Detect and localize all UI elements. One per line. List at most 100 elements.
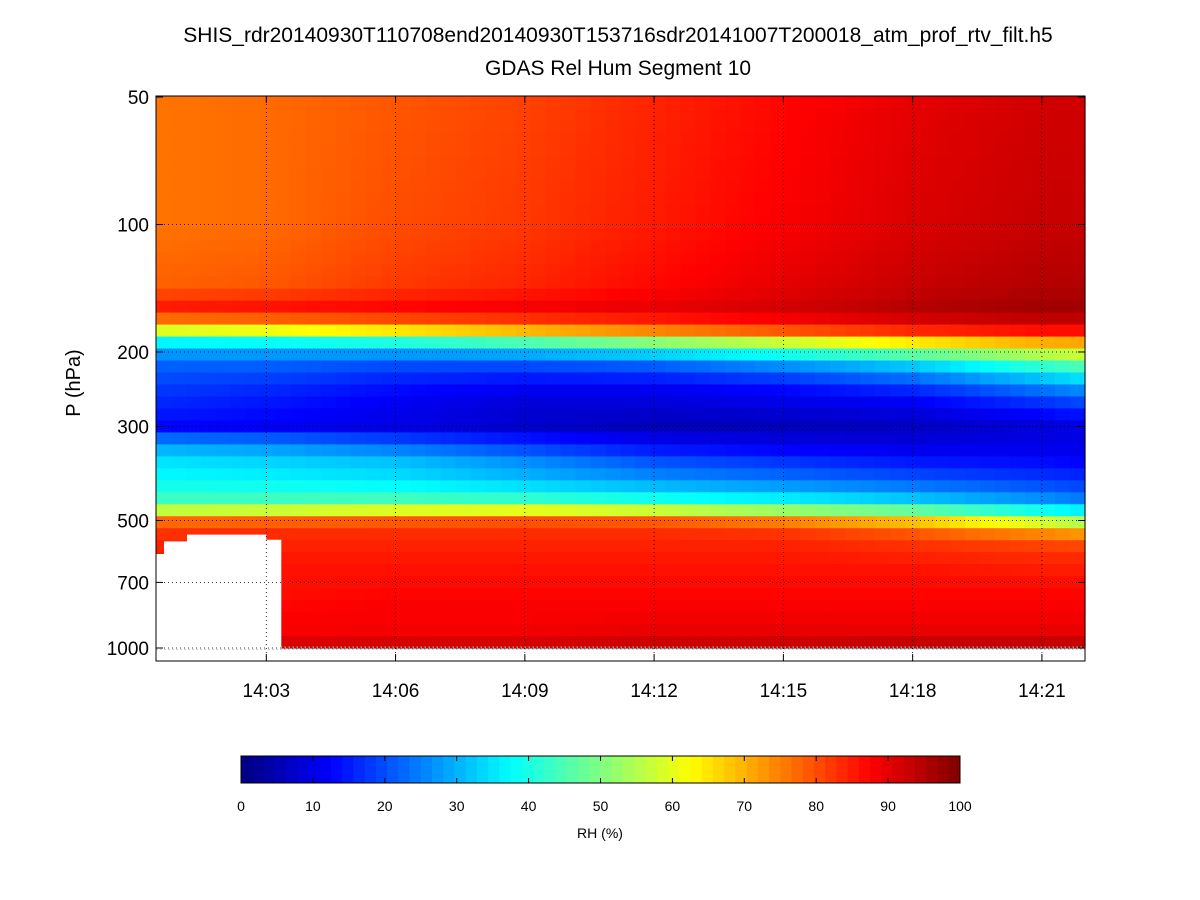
- heatmap-cell: [395, 216, 412, 230]
- heatmap-cell: [500, 360, 517, 374]
- heatmap-cell: [1010, 576, 1026, 589]
- heatmap-cell: [365, 132, 382, 146]
- heatmap-cell: [350, 288, 367, 302]
- colorbar-swatch: [342, 756, 354, 783]
- heatmap-cell: [875, 612, 891, 625]
- heatmap-cell: [230, 492, 247, 505]
- heatmap-cell: [380, 396, 397, 410]
- heatmap-cell: [275, 336, 292, 350]
- heatmap-cell: [1070, 504, 1086, 517]
- heatmap-cell: [1040, 156, 1056, 170]
- heatmap-cell: [1070, 564, 1086, 577]
- heatmap-cell: [485, 168, 502, 182]
- heatmap-cell: [635, 408, 652, 422]
- heatmap-cell: [320, 492, 337, 505]
- heatmap-cell: [620, 552, 637, 565]
- y-tick-label: 200: [117, 343, 149, 364]
- heatmap-cell: [845, 432, 861, 445]
- heatmap-cell: [890, 480, 906, 493]
- heatmap-cell: [260, 396, 277, 410]
- heatmap-cell: [1010, 288, 1026, 302]
- heatmap-cell: [995, 576, 1011, 589]
- heatmap-cell: [710, 240, 726, 254]
- heatmap-cell: [410, 516, 427, 529]
- heatmap-cell: [800, 300, 816, 314]
- heatmap-cell: [590, 420, 607, 433]
- heatmap-cell: [650, 360, 667, 374]
- heatmap-cell: [605, 612, 622, 625]
- heatmap-cell: [410, 528, 427, 541]
- colorbar-swatch: [364, 756, 377, 783]
- heatmap-cell: [740, 336, 756, 350]
- heatmap-cell: [845, 264, 861, 278]
- heatmap-cell: [1040, 528, 1056, 541]
- heatmap-cell: [185, 216, 202, 230]
- heatmap-cell: [575, 336, 592, 350]
- heatmap-cell: [710, 372, 726, 386]
- heatmap-cell: [380, 588, 397, 601]
- heatmap-cell: [200, 204, 217, 218]
- heatmap-cell: [935, 408, 951, 422]
- heatmap-cell: [1070, 180, 1086, 194]
- heatmap-cell: [290, 372, 307, 386]
- heatmap-cell: [1055, 132, 1071, 146]
- heatmap-cell: [425, 132, 442, 146]
- heatmap-cell: [290, 456, 307, 469]
- heatmap-cell: [785, 468, 801, 481]
- heatmap-cell: [740, 264, 756, 278]
- heatmap-cell: [620, 372, 637, 386]
- heatmap-cell: [680, 636, 697, 649]
- heatmap-cell: [575, 276, 592, 290]
- heatmap-cell: [455, 360, 472, 374]
- heatmap-cell: [650, 432, 667, 445]
- heatmap-cell: [156, 252, 172, 266]
- heatmap-cell: [800, 324, 816, 338]
- heatmap-cell: [440, 564, 457, 577]
- heatmap-cell: [365, 216, 382, 230]
- heatmap-cell: [425, 612, 442, 625]
- heatmap-cell: [575, 588, 592, 601]
- heatmap-cell: [275, 384, 292, 398]
- heatmap-cell: [695, 324, 711, 338]
- heatmap-cell: [215, 336, 232, 350]
- heatmap-cell: [530, 96, 547, 110]
- heatmap-cell: [845, 168, 861, 182]
- heatmap-cell: [995, 504, 1011, 517]
- heatmap-cell: [215, 204, 232, 218]
- heatmap-cell: [470, 204, 487, 218]
- heatmap-cell: [995, 480, 1011, 493]
- heatmap-cell: [290, 120, 307, 134]
- heatmap-cell: [1070, 216, 1086, 230]
- heatmap-cell: [605, 192, 622, 206]
- heatmap-cell: [725, 288, 741, 302]
- heatmap-cell: [620, 588, 637, 601]
- heatmap-cell: [425, 300, 442, 314]
- heatmap-cell: [1040, 240, 1056, 254]
- missing-data-region: [156, 534, 282, 649]
- heatmap-cell: [156, 492, 172, 505]
- heatmap-cell: [440, 240, 457, 254]
- heatmap-cell: [185, 372, 202, 386]
- heatmap-cell: [230, 276, 247, 290]
- heatmap-cell: [620, 276, 637, 290]
- heatmap-cell: [620, 492, 637, 505]
- heatmap-cell: [395, 432, 412, 445]
- heatmap-cell: [380, 468, 397, 481]
- heatmap-cell: [1040, 504, 1056, 517]
- heatmap-cell: [335, 96, 352, 110]
- heatmap-cell: [275, 264, 292, 278]
- heatmap-cell: [290, 156, 307, 170]
- heatmap-cell: [830, 624, 846, 637]
- heatmap-cell: [800, 588, 816, 601]
- heatmap-cell: [170, 504, 187, 517]
- heatmap-cell: [1070, 396, 1086, 410]
- heatmap-cell: [605, 108, 622, 122]
- heatmap-cell: [350, 396, 367, 410]
- heatmap-cell: [350, 228, 367, 242]
- heatmap-cell: [1070, 204, 1086, 218]
- heatmap-cell: [1010, 492, 1026, 505]
- heatmap-cell: [560, 564, 577, 577]
- heatmap-cell: [620, 504, 637, 517]
- heatmap-cell: [470, 360, 487, 374]
- heatmap-cell: [875, 360, 891, 374]
